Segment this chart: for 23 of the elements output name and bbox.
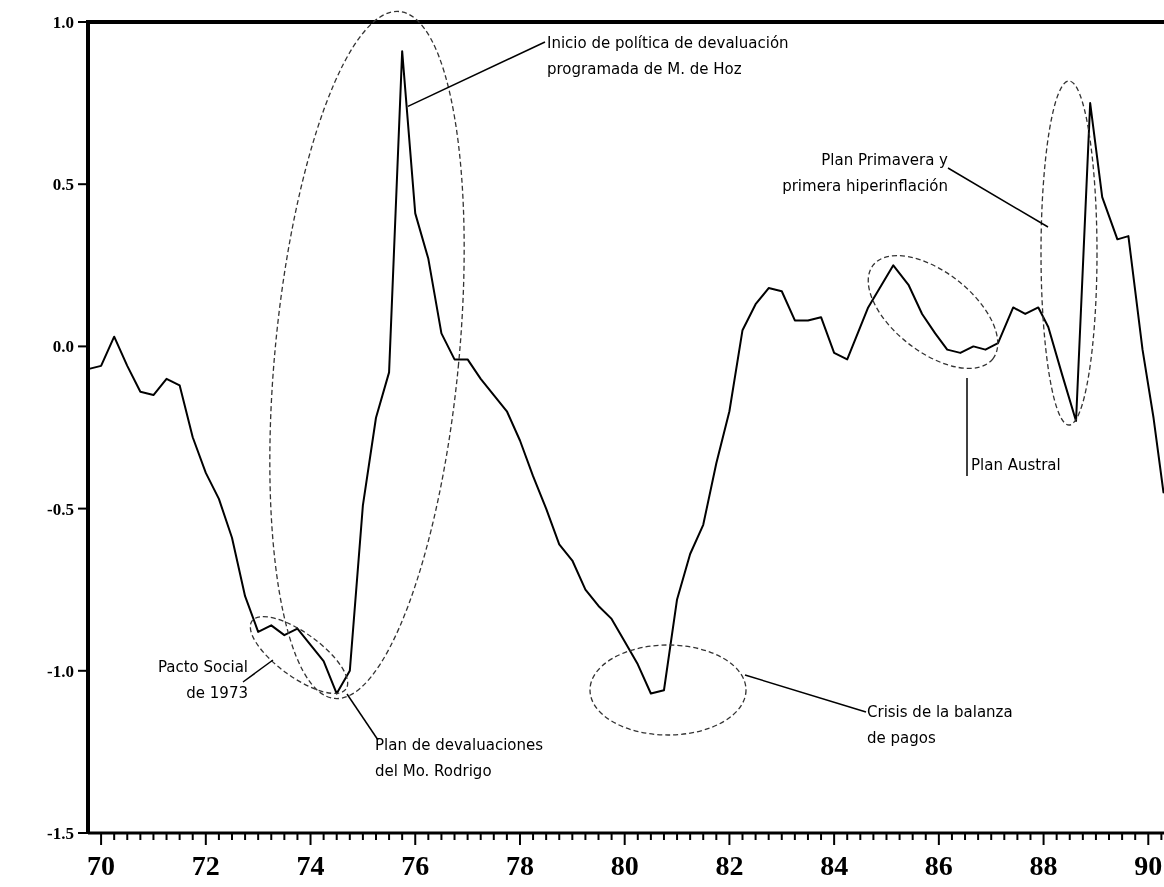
annotation: Plan de devaluaciones del Mo. Rodrigo: [375, 736, 544, 780]
x-tick-label: 70: [87, 850, 116, 881]
annotation: Pacto Social de 1973: [157, 658, 248, 702]
y-tick-label: 0.5: [52, 175, 74, 195]
x-tick-label: 78: [505, 850, 534, 881]
y-tick-label: -0.5: [47, 499, 74, 519]
x-tick-label: 84: [820, 850, 849, 881]
x-tick-label: 82: [715, 850, 744, 881]
x-tick-label: 86: [924, 850, 953, 881]
x-tick-label: 90: [1134, 850, 1163, 881]
x-tick-label: 88: [1029, 850, 1058, 881]
annotation: Plan Austral: [971, 456, 1061, 474]
y-tick-label: -1.5: [47, 823, 74, 843]
annotation: Inicio de política de devaluación programada de M. de Hoz: [547, 34, 789, 78]
y-tick-label: -1.0: [47, 661, 74, 681]
y-tick-label: 0.0: [52, 337, 74, 357]
x-tick-label: 80: [610, 850, 639, 881]
x-tick-label: 72: [191, 850, 220, 881]
x-tick-label: 76: [401, 850, 430, 881]
y-tick-label: 1.0: [52, 12, 74, 32]
annotation: Crisis de la balanza de pagos: [867, 703, 1013, 747]
annotation: Plan Primavera y primera hiperinflación: [782, 151, 949, 195]
x-tick-label: 74: [296, 850, 325, 881]
